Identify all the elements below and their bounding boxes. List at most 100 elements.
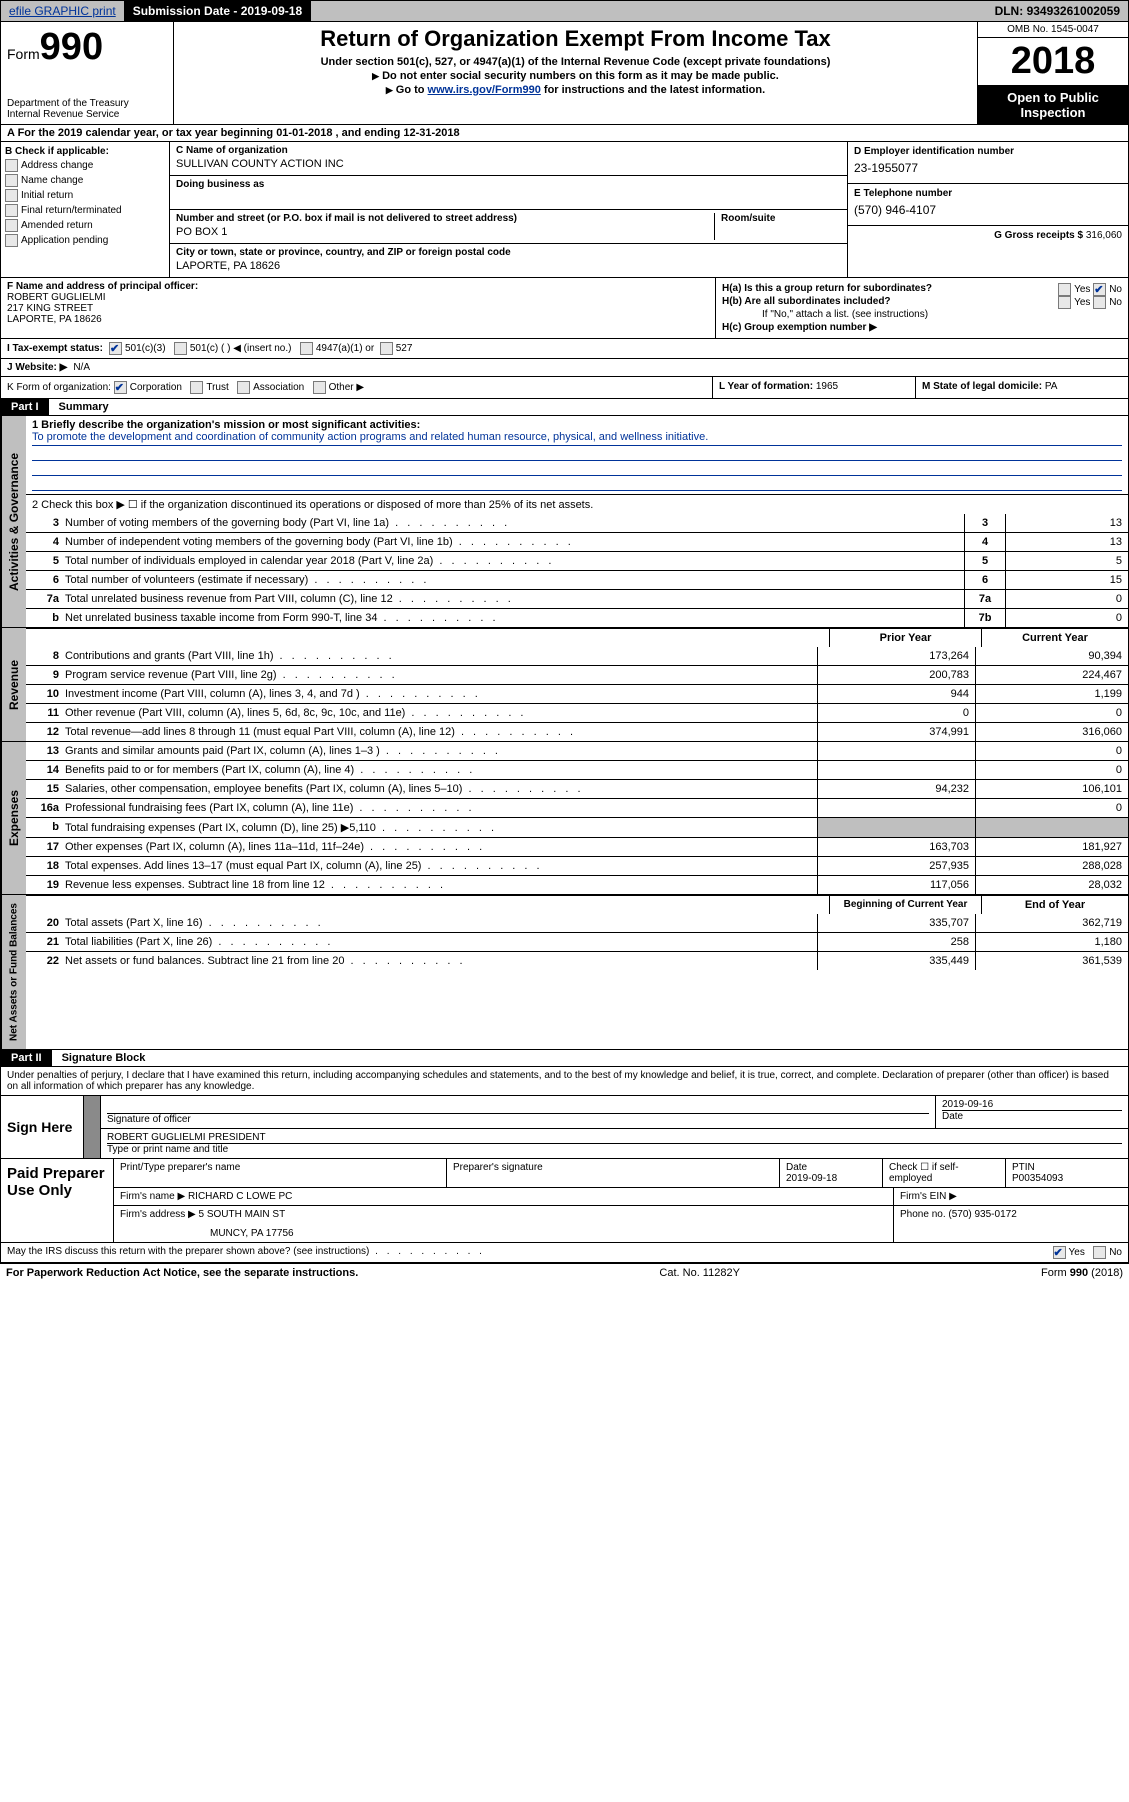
chk-corp[interactable] bbox=[114, 381, 127, 394]
chk-ha-no[interactable] bbox=[1093, 283, 1106, 296]
table-row: 4Number of independent voting members of… bbox=[26, 532, 1128, 551]
gross-receipts: 316,060 bbox=[1086, 230, 1122, 241]
chk-name-change[interactable] bbox=[5, 174, 18, 187]
side-governance: Activities & Governance bbox=[1, 416, 26, 627]
chk-assoc[interactable] bbox=[237, 381, 250, 394]
goto-link-line: Go to www.irs.gov/Form990 for instructio… bbox=[180, 84, 971, 96]
table-row: 14Benefits paid to or for members (Part … bbox=[26, 760, 1128, 779]
head-prior-year: Prior Year bbox=[829, 629, 981, 647]
firm-phone: (570) 935-0172 bbox=[948, 1209, 1016, 1220]
telephone: (570) 946-4107 bbox=[854, 199, 1122, 221]
row-a-calendar-year: A For the 2019 calendar year, or tax yea… bbox=[0, 125, 1129, 142]
table-row: 7aTotal unrelated business revenue from … bbox=[26, 589, 1128, 608]
ein: 23-1955077 bbox=[854, 157, 1122, 179]
head-begin-year: Beginning of Current Year bbox=[829, 896, 981, 914]
row-j-website: J Website: ▶ N/A bbox=[0, 359, 1129, 377]
table-row: 15Salaries, other compensation, employee… bbox=[26, 779, 1128, 798]
dept-treasury: Department of the Treasury bbox=[7, 98, 167, 109]
table-row: 6Total number of volunteers (estimate if… bbox=[26, 570, 1128, 589]
firm-addr2: MUNCY, PA 17756 bbox=[120, 1220, 887, 1239]
expenses-block: Expenses 13Grants and similar amounts pa… bbox=[0, 742, 1129, 895]
chk-trust[interactable] bbox=[190, 381, 203, 394]
header-right: OMB No. 1545-0047 2018 Open to Public In… bbox=[978, 22, 1128, 124]
table-row: 18Total expenses. Add lines 13–17 (must … bbox=[26, 856, 1128, 875]
row-i-tax-exempt: I Tax-exempt status: 501(c)(3) 501(c) ( … bbox=[0, 339, 1129, 359]
side-expenses: Expenses bbox=[1, 742, 26, 894]
efile-link[interactable]: efile GRAPHIC print bbox=[1, 1, 125, 21]
paid-preparer-label: Paid Preparer Use Only bbox=[1, 1159, 114, 1242]
col-f-officer: F Name and address of principal officer:… bbox=[1, 278, 716, 338]
form990-link[interactable]: www.irs.gov/Form990 bbox=[428, 84, 541, 96]
officer-name: ROBERT GUGLIELMI bbox=[7, 292, 709, 303]
officer-street: 217 KING STREET bbox=[7, 303, 709, 314]
chk-4947[interactable] bbox=[300, 342, 313, 355]
top-bar: efile GRAPHIC print Submission Date - 20… bbox=[0, 0, 1129, 22]
section-fh: F Name and address of principal officer:… bbox=[0, 278, 1129, 339]
form-title: Return of Organization Exempt From Incom… bbox=[180, 26, 971, 52]
dln: DLN: 93493261002059 bbox=[987, 1, 1128, 21]
prep-date: 2019-09-18 bbox=[786, 1173, 876, 1184]
firm-addr1: 5 SOUTH MAIN ST bbox=[199, 1209, 286, 1220]
head-current-year: Current Year bbox=[981, 629, 1128, 647]
chk-discuss-yes[interactable] bbox=[1053, 1246, 1066, 1259]
open-to-public: Open to Public Inspection bbox=[978, 86, 1128, 124]
website-val: N/A bbox=[73, 362, 90, 373]
table-row: 8Contributions and grants (Part VIII, li… bbox=[26, 647, 1128, 665]
org-city: LAPORTE, PA 18626 bbox=[176, 258, 841, 274]
tax-year: 2018 bbox=[978, 38, 1128, 86]
form-title-block: Return of Organization Exempt From Incom… bbox=[174, 22, 978, 124]
ptin: P00354093 bbox=[1012, 1173, 1122, 1184]
chk-final-return[interactable] bbox=[5, 204, 18, 217]
chk-initial-return[interactable] bbox=[5, 189, 18, 202]
col-h-group: H(a) Is this a group return for subordin… bbox=[716, 278, 1128, 338]
year-formation: 1965 bbox=[816, 381, 838, 392]
chk-501c3[interactable] bbox=[109, 342, 122, 355]
col-c-org-info: C Name of organization SULLIVAN COUNTY A… bbox=[170, 142, 847, 277]
mission-text: To promote the development and coordinat… bbox=[32, 431, 1122, 446]
table-row: 13Grants and similar amounts paid (Part … bbox=[26, 742, 1128, 760]
chk-527[interactable] bbox=[380, 342, 393, 355]
table-row: 5Total number of individuals employed in… bbox=[26, 551, 1128, 570]
sign-arrow-icon bbox=[84, 1096, 101, 1158]
chk-address-change[interactable] bbox=[5, 159, 18, 172]
table-row: 21Total liabilities (Part X, line 26)258… bbox=[26, 932, 1128, 951]
perjury-statement: Under penalties of perjury, I declare th… bbox=[0, 1067, 1129, 1096]
chk-amended[interactable] bbox=[5, 219, 18, 232]
table-row: 17Other expenses (Part IX, column (A), l… bbox=[26, 837, 1128, 856]
netassets-block: Net Assets or Fund Balances Beginning of… bbox=[0, 895, 1129, 1050]
chk-hb-no[interactable] bbox=[1093, 296, 1106, 309]
governance-block: Activities & Governance 1 Briefly descri… bbox=[0, 416, 1129, 628]
chk-app-pending[interactable] bbox=[5, 234, 18, 247]
section-bcde: B Check if applicable: Address change Na… bbox=[0, 142, 1129, 278]
chk-501c[interactable] bbox=[174, 342, 187, 355]
side-netassets: Net Assets or Fund Balances bbox=[1, 895, 26, 1049]
submission-date: Submission Date - 2019-09-18 bbox=[125, 1, 311, 21]
firm-name: RICHARD C LOWE PC bbox=[188, 1191, 292, 1202]
table-row: bTotal fundraising expenses (Part IX, co… bbox=[26, 817, 1128, 837]
chk-ha-yes[interactable] bbox=[1058, 283, 1071, 296]
part2-header: Part II Signature Block bbox=[0, 1050, 1129, 1067]
col-b-check-applicable: B Check if applicable: Address change Na… bbox=[1, 142, 170, 277]
table-row: 20Total assets (Part X, line 16)335,7073… bbox=[26, 914, 1128, 932]
irs-line: Internal Revenue Service bbox=[7, 109, 167, 120]
table-row: 12Total revenue—add lines 8 through 11 (… bbox=[26, 722, 1128, 741]
omb-number: OMB No. 1545-0047 bbox=[978, 22, 1128, 38]
col-de: D Employer identification number 23-1955… bbox=[847, 142, 1128, 277]
table-row: 16aProfessional fundraising fees (Part I… bbox=[26, 798, 1128, 817]
ssn-note: Do not enter social security numbers on … bbox=[180, 70, 971, 82]
chk-other[interactable] bbox=[313, 381, 326, 394]
discuss-row: May the IRS discuss this return with the… bbox=[0, 1243, 1129, 1263]
revenue-block: Revenue Prior Year Current Year 8Contrib… bbox=[0, 628, 1129, 742]
table-row: 3Number of voting members of the governi… bbox=[26, 514, 1128, 532]
paid-preparer-block: Paid Preparer Use Only Print/Type prepar… bbox=[0, 1159, 1129, 1243]
table-row: bNet unrelated business taxable income f… bbox=[26, 608, 1128, 627]
sign-here-label: Sign Here bbox=[1, 1096, 84, 1158]
state-domicile: PA bbox=[1045, 381, 1058, 392]
table-row: 11Other revenue (Part VIII, column (A), … bbox=[26, 703, 1128, 722]
chk-discuss-no[interactable] bbox=[1093, 1246, 1106, 1259]
officer-city: LAPORTE, PA 18626 bbox=[7, 314, 709, 325]
sign-here-block: Sign Here Signature of officer 2019-09-1… bbox=[0, 1096, 1129, 1159]
chk-hb-yes[interactable] bbox=[1058, 296, 1071, 309]
paperwork-notice: For Paperwork Reduction Act Notice, see … bbox=[0, 1263, 1129, 1282]
form-subtitle: Under section 501(c), 527, or 4947(a)(1)… bbox=[180, 56, 971, 68]
